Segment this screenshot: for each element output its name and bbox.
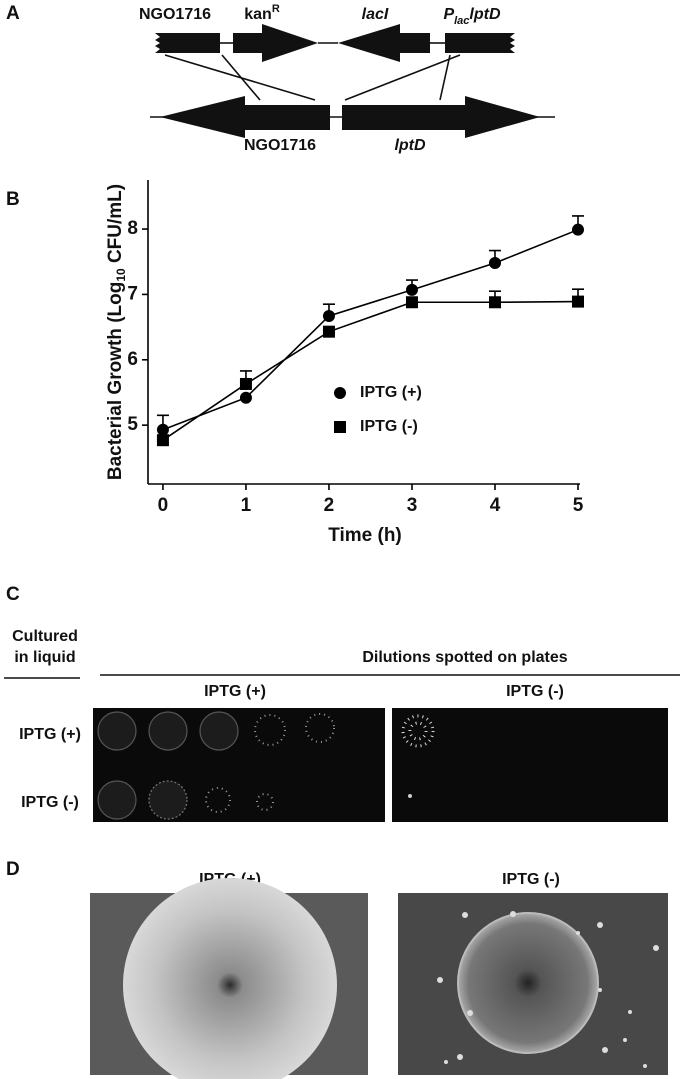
x-tick-label: 0 bbox=[158, 495, 169, 516]
colony-image bbox=[90, 878, 668, 1079]
point bbox=[488, 296, 501, 309]
legend-label: IPTG (+) bbox=[360, 384, 422, 401]
y-tick-label: 8 bbox=[127, 218, 138, 239]
point bbox=[156, 423, 169, 436]
x-tick-label: 4 bbox=[490, 495, 501, 516]
legend-marker bbox=[334, 421, 346, 433]
x-tick-label: 1 bbox=[241, 495, 252, 516]
x-tick-label: 3 bbox=[407, 495, 418, 516]
point bbox=[239, 377, 252, 390]
point bbox=[322, 309, 335, 322]
gene-label: lptD bbox=[394, 137, 426, 154]
chart: 5 6 7 8 0 1 2 3 4 5 IPTG (+) IPTG (-) bbox=[127, 180, 584, 516]
y-tick-label: 6 bbox=[127, 349, 138, 370]
point bbox=[405, 296, 418, 309]
gene-label: P bbox=[443, 6, 454, 23]
point bbox=[488, 257, 501, 270]
y-axis-label: Bacterial Growth (Log10 CFU/mL) bbox=[105, 184, 128, 480]
column-label: IPTG (-) bbox=[502, 871, 560, 888]
panel-label: A bbox=[6, 3, 20, 24]
point bbox=[572, 295, 584, 308]
y-tick-label: 5 bbox=[127, 414, 138, 435]
gene-label: kanR bbox=[244, 3, 280, 23]
column-label: IPTG (+) bbox=[204, 683, 266, 700]
gene-label: lacI bbox=[362, 6, 389, 23]
y-tick-label: 7 bbox=[127, 283, 138, 304]
row-label: IPTG (-) bbox=[21, 794, 79, 811]
series-line bbox=[162, 228, 579, 431]
gene-label: lptD bbox=[469, 6, 501, 23]
x-axis-label: Time (h) bbox=[328, 525, 402, 546]
y-axis-label: Bacterial Growth (Log bbox=[105, 282, 126, 480]
panel-label: D bbox=[6, 859, 20, 880]
panel-label: B bbox=[6, 189, 20, 210]
gene-label: kan bbox=[244, 6, 272, 23]
superscript: R bbox=[272, 3, 280, 15]
subscript: lac bbox=[454, 15, 469, 27]
x-tick-label: 2 bbox=[324, 495, 335, 516]
panel-label: C bbox=[6, 584, 20, 605]
gene-map bbox=[150, 24, 555, 138]
plate-image bbox=[93, 708, 668, 822]
point bbox=[572, 223, 584, 236]
x-tick-label: 5 bbox=[573, 495, 584, 516]
gene-label: NGO1716 bbox=[139, 6, 211, 23]
row-label: IPTG (+) bbox=[19, 726, 81, 743]
point bbox=[239, 391, 252, 404]
gene-label: PlaclptD bbox=[443, 6, 501, 27]
subscript: 10 bbox=[114, 268, 128, 282]
legend-marker bbox=[334, 387, 346, 399]
legend-label: IPTG (-) bbox=[360, 418, 418, 435]
column-label: IPTG (-) bbox=[506, 683, 564, 700]
point bbox=[405, 283, 418, 296]
heading: Dilutions spotted on plates bbox=[362, 649, 567, 666]
gene-label: NGO1716 bbox=[244, 137, 316, 154]
point bbox=[322, 325, 335, 338]
y-axis-label: CFU/mL) bbox=[105, 184, 126, 268]
heading: Cultured bbox=[12, 628, 78, 645]
series-line bbox=[162, 300, 579, 441]
heading: in liquid bbox=[14, 649, 75, 666]
point bbox=[156, 434, 169, 447]
